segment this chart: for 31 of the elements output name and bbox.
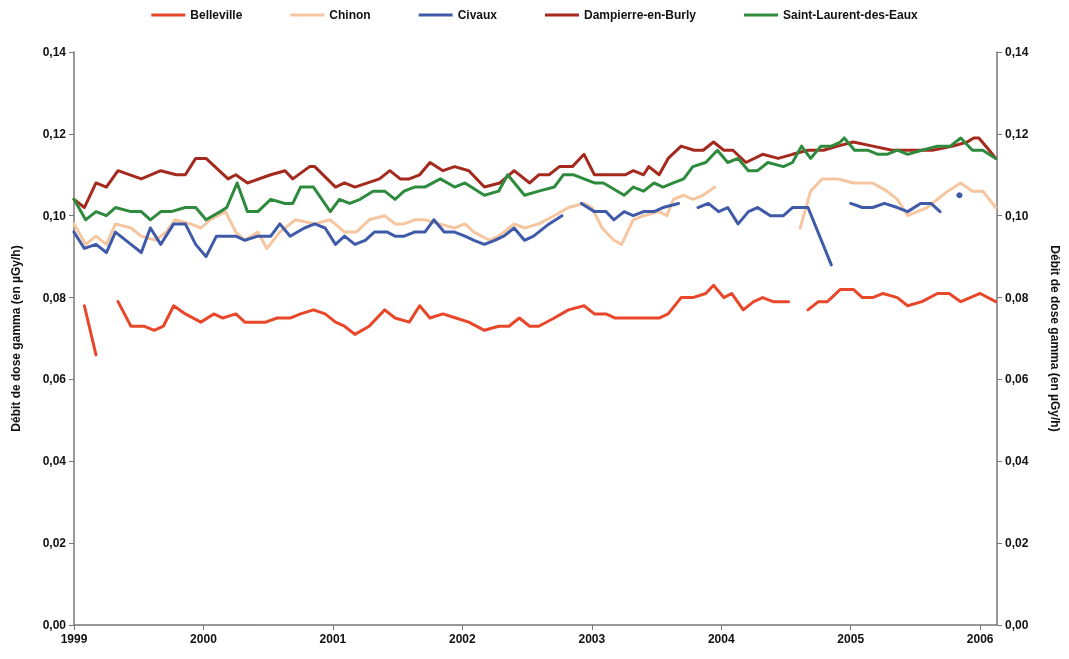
y2-axis-title: Débit de dose gamma (en µGy/h) — [1048, 245, 1062, 432]
y2-tick-label: 0,12 — [1005, 126, 1029, 141]
y2-tick-label: 0,14 — [1005, 45, 1029, 59]
y-tick-label: 0,02 — [42, 536, 67, 551]
y-tick-label: 0,14 — [42, 45, 67, 59]
y2-tick-label: 0,02 — [1005, 536, 1029, 551]
x-tick-label: 2004 — [707, 632, 735, 646]
legend-label: Saint-Laurent-des-Eaux — [783, 8, 919, 22]
legend-label: Belleville — [190, 8, 243, 22]
y2-tick-label: 0,08 — [1005, 290, 1029, 305]
x-tick-label: 2003 — [578, 632, 606, 646]
x-tick-label: 1999 — [60, 632, 88, 646]
y-tick-label: 0,04 — [42, 454, 67, 469]
y2-tick-label: 0,06 — [1005, 372, 1029, 387]
x-tick-label: 2002 — [449, 632, 477, 646]
y-axis-title: Débit de dose gamma (en µGy/h) — [9, 245, 23, 432]
y-tick-label: 0,10 — [42, 208, 67, 223]
legend-label: Civaux — [457, 8, 498, 22]
y-tick-label: 0,06 — [42, 372, 67, 387]
y-tick-label: 0,12 — [42, 126, 67, 141]
y2-tick-label: 0,00 — [1005, 618, 1029, 632]
y2-tick-label: 0,04 — [1005, 454, 1029, 469]
y-tick-label: 0,00 — [42, 618, 67, 632]
y2-tick-label: 0,10 — [1005, 208, 1029, 223]
legend-label: Chinon — [329, 8, 371, 22]
x-tick-label: 2005 — [837, 632, 865, 646]
x-tick-label: 2000 — [190, 632, 218, 646]
legend-label: Dampierre-en-Burly — [583, 8, 697, 22]
x-tick-label: 2001 — [319, 632, 347, 646]
x-tick-label: 2006 — [966, 632, 994, 646]
y-tick-label: 0,08 — [42, 290, 67, 305]
